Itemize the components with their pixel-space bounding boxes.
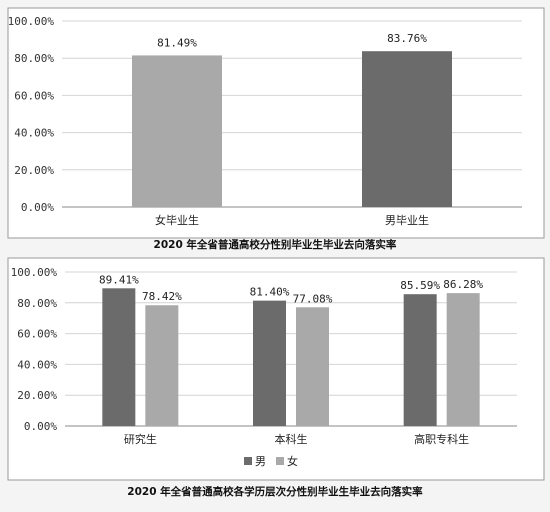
- chart-2-legend-swatch: [244, 457, 252, 465]
- chart-2-y-tick-label: 0.00%: [24, 420, 57, 433]
- chart-2-bar: [403, 294, 437, 426]
- chart-1-y-tick-label: 40.00%: [14, 127, 54, 140]
- chart-2-data-label: 81.40%: [250, 286, 290, 299]
- chart-2-category-label: 本科生: [275, 432, 308, 446]
- chart-1-category-label: 女毕业生: [155, 213, 199, 227]
- chart-2-bar: [296, 307, 329, 426]
- chart-2-level-gender-rate: 0.00% 20.00% 40.00% 60.00% 80.00% 100.00% 89.4…: [7, 257, 545, 481]
- chart-2-data-label: 86.28%: [443, 278, 483, 291]
- chart-1-bar: [362, 51, 452, 207]
- chart-1-y-tick-label: 0.00%: [21, 201, 54, 214]
- chart-2-data-label: 77.08%: [293, 292, 333, 305]
- chart-2-legend-label: 女: [287, 454, 298, 468]
- chart-2-data-label: 78.42%: [142, 290, 182, 303]
- chart-2-bar: [145, 305, 179, 426]
- chart-1-y-tick-label: 100.00%: [8, 15, 55, 28]
- chart-2-bar: [253, 300, 286, 426]
- chart-1-category-label: 男毕业生: [385, 213, 429, 227]
- chart-2-y-tick-label: 60.00%: [17, 328, 57, 341]
- chart-2-legend-label: 男: [255, 455, 266, 468]
- chart-2-data-label: 89.41%: [99, 273, 139, 286]
- chart-2-y-tick-label: 40.00%: [17, 358, 57, 371]
- chart-2-bar: [446, 293, 480, 426]
- chart-1-gender-rate: 0.00% 20.00% 40.00% 60.00% 80.00% 100.00% 81.4…: [7, 7, 545, 239]
- chart-2-legend-swatch: [276, 457, 284, 465]
- chart-1-y-tick-label: 20.00%: [14, 164, 54, 177]
- chart-1-data-label: 81.49%: [157, 36, 197, 49]
- chart-2-y-tick-label: 100.00%: [11, 266, 58, 279]
- chart-2-category-label: 研究生: [124, 432, 157, 446]
- chart-2-data-label: 85.59%: [400, 279, 440, 292]
- chart-1-title: 2020 年全省普通高校分性别毕业生毕业去向落实率: [154, 238, 397, 251]
- chart-2-bar: [102, 288, 136, 426]
- chart-1-data-label: 83.76%: [387, 32, 427, 45]
- chart-1-frame: [7, 7, 545, 239]
- chart-2-category-label: 高职专科生: [414, 432, 469, 446]
- chart-1-y-tick-label: 60.00%: [14, 89, 54, 102]
- chart-1-bar: [132, 55, 222, 207]
- chart-2-title: 2020 年全省普通高校各学历层次分性别毕业生毕业去向落实率: [127, 485, 423, 498]
- chart-2-y-tick-label: 80.00%: [17, 297, 57, 310]
- chart-1-y-tick-label: 80.00%: [14, 52, 54, 65]
- chart-2-y-tick-label: 20.00%: [17, 389, 57, 402]
